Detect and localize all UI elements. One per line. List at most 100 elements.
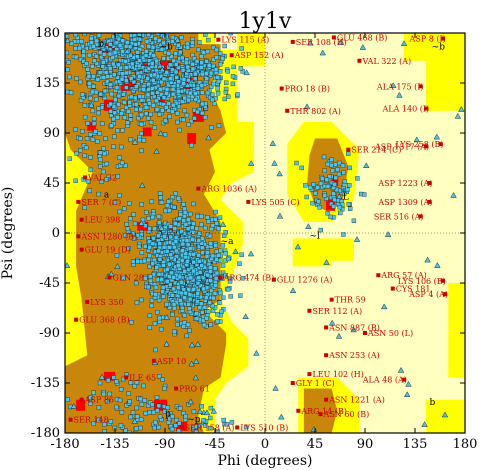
residue-point bbox=[115, 75, 120, 80]
residue-point bbox=[91, 44, 96, 49]
residue-point bbox=[203, 115, 208, 120]
outlier-point bbox=[418, 84, 423, 89]
outlier-label: CYS 181 bbox=[396, 285, 431, 294]
residue-point bbox=[134, 405, 139, 411]
residue-point bbox=[169, 54, 174, 59]
residue-point bbox=[206, 219, 211, 224]
residue-point bbox=[214, 270, 220, 276]
residue-point bbox=[125, 40, 130, 45]
residue-point bbox=[112, 200, 117, 205]
glycine-point bbox=[114, 263, 121, 269]
residue-point bbox=[239, 252, 244, 257]
glycine-point bbox=[124, 48, 131, 54]
glycine-point bbox=[163, 340, 170, 347]
residue-point bbox=[324, 177, 329, 183]
outlier-point bbox=[307, 308, 312, 313]
residue-point bbox=[150, 44, 156, 50]
residue-point bbox=[325, 211, 330, 216]
residue-point bbox=[329, 157, 334, 163]
residue-point bbox=[221, 295, 226, 300]
outlier-labels: GLU 468 (B) ASP 8 (I) SER 108 (H) LYS 115 (… bbox=[68, 33, 448, 432]
outlier-point bbox=[85, 299, 90, 304]
residue-point bbox=[346, 202, 352, 207]
residue-point bbox=[152, 72, 157, 78]
residue-point bbox=[139, 250, 145, 255]
residue-point bbox=[65, 67, 70, 73]
residue-point bbox=[128, 380, 134, 385]
residue-point bbox=[213, 67, 219, 72]
residue-point bbox=[122, 100, 127, 105]
outlier-label: ILE 65 bbox=[129, 373, 156, 382]
residue-point bbox=[78, 98, 84, 103]
residue-point bbox=[180, 68, 186, 73]
residue-point bbox=[124, 44, 129, 49]
residue-point bbox=[78, 148, 83, 153]
residue-point bbox=[93, 129, 98, 134]
residue-point bbox=[165, 405, 170, 410]
residue-point bbox=[124, 85, 129, 90]
glycine-point bbox=[139, 182, 146, 188]
residue-point bbox=[215, 91, 221, 96]
residue-point bbox=[173, 51, 178, 56]
residue-point bbox=[147, 325, 152, 330]
residue-point bbox=[327, 174, 332, 179]
residue-point bbox=[172, 205, 177, 210]
residue-point bbox=[210, 303, 215, 309]
residue-point bbox=[180, 241, 186, 247]
residue-point bbox=[194, 58, 200, 64]
outlier-point bbox=[324, 325, 329, 330]
residue-point bbox=[159, 47, 165, 52]
residue-point bbox=[111, 61, 116, 67]
residue-point bbox=[124, 65, 129, 70]
outlier-label: ARG 474 (B) bbox=[223, 273, 275, 282]
residue-point bbox=[205, 49, 210, 54]
residue-point bbox=[96, 110, 101, 116]
residue-point bbox=[191, 252, 196, 257]
residue-point bbox=[197, 270, 203, 275]
residue-point bbox=[137, 74, 142, 79]
residue-point bbox=[362, 192, 367, 197]
residue-point bbox=[208, 322, 213, 327]
residue-point bbox=[139, 402, 145, 407]
outlier-point bbox=[443, 292, 447, 297]
residue-point bbox=[87, 81, 92, 86]
residue-point bbox=[156, 96, 161, 101]
data-points bbox=[65, 33, 465, 433]
outlier-point bbox=[218, 275, 223, 280]
residue-point bbox=[135, 60, 140, 65]
region-letter: b bbox=[429, 398, 435, 408]
residue-point bbox=[147, 245, 152, 250]
residue-point bbox=[128, 216, 133, 221]
glycine-point bbox=[157, 130, 164, 136]
residue-point bbox=[174, 417, 179, 423]
residue-point bbox=[182, 269, 187, 274]
residue-point bbox=[149, 298, 155, 303]
residue-point bbox=[235, 92, 240, 97]
outlier-point bbox=[79, 247, 84, 252]
residue-point bbox=[139, 131, 144, 136]
residue-point bbox=[114, 85, 120, 90]
residue-point bbox=[337, 160, 342, 166]
residue-point bbox=[178, 49, 183, 55]
residue-point bbox=[146, 115, 151, 121]
x-axis-label: Phi (degrees) bbox=[218, 453, 313, 469]
residue-point bbox=[150, 86, 155, 91]
residue-point bbox=[174, 62, 179, 67]
residue-point bbox=[83, 145, 89, 150]
residue-point bbox=[200, 310, 205, 315]
outlier-label: ASN 60 (B) bbox=[323, 410, 370, 419]
glycine-point bbox=[454, 112, 461, 119]
residue-point bbox=[214, 221, 219, 226]
outlier-point bbox=[79, 397, 84, 402]
residue-point bbox=[162, 132, 168, 137]
residue-point bbox=[149, 199, 154, 204]
residue-point bbox=[237, 261, 242, 266]
residue-point bbox=[325, 184, 331, 189]
residue-point bbox=[117, 193, 122, 198]
residue-point bbox=[179, 229, 184, 234]
region-letter: b bbox=[98, 39, 104, 49]
residue-point bbox=[325, 161, 331, 167]
residue-point bbox=[207, 233, 213, 239]
residue-point bbox=[157, 414, 163, 419]
outlier-label: ARG 14 (B) bbox=[300, 407, 347, 416]
